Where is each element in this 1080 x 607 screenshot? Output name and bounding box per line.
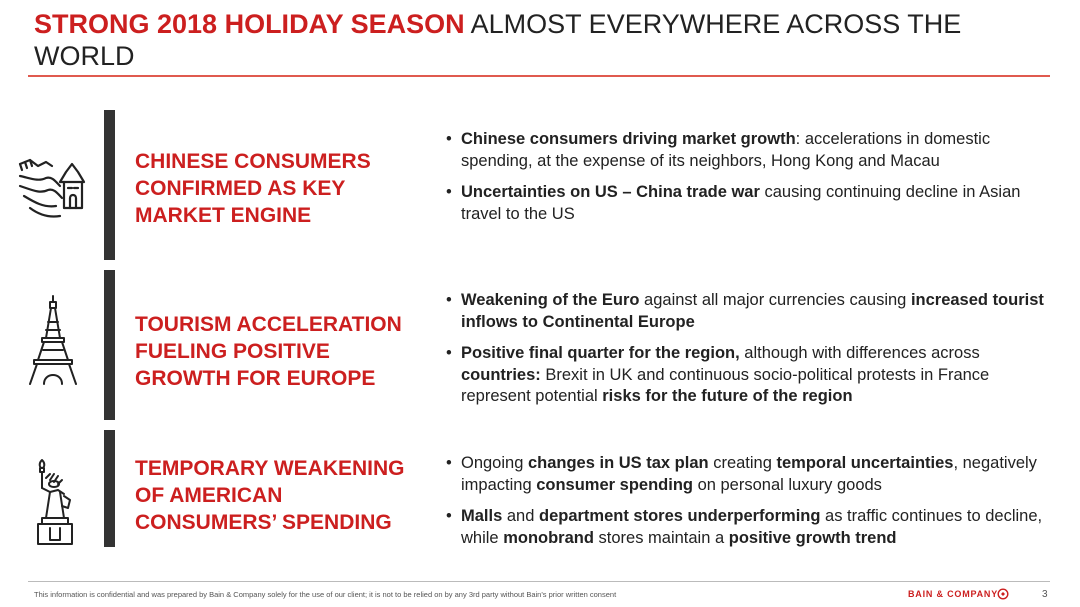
bullet-item: Chinese consumers driving market growth:… — [445, 129, 1045, 172]
bullet-text-bold: Uncertainties on US – China trade war — [461, 183, 760, 201]
page-title: STRONG 2018 HOLIDAY SEASON ALMOST EVERYW… — [34, 8, 1044, 72]
bullet-item: Ongoing changes in US tax plan creating … — [445, 453, 1045, 496]
bullet-list: Ongoing changes in US tax plan creating … — [445, 453, 1045, 559]
section-bar — [104, 110, 115, 260]
section-heading: TOURISM ACCELERATION FUELING POSITIVE GR… — [135, 313, 402, 390]
section-bar — [104, 270, 115, 420]
title-rest: ALMOST EVERYWHERE ACROSS THE WORLD — [34, 9, 962, 71]
bullet-text-bold: Chinese consumers driving market growth — [461, 130, 796, 148]
footer-divider — [28, 581, 1050, 582]
bullet-text: , negatively impacting — [461, 454, 1037, 494]
bullet-text-bold: temporal uncertainties — [776, 454, 954, 472]
bullet-item: Malls and department stores underperform… — [445, 506, 1045, 549]
bullet-text: Brexit in UK and continuous socio-politi… — [461, 365, 990, 406]
title-highlight: STRONG 2018 HOLIDAY SEASON — [34, 9, 465, 39]
bullet-text: on personal luxury goods — [692, 475, 882, 494]
bullet-text-bold: Positive final quarter for the region, — [461, 344, 740, 362]
bullet-item: Positive final quarter for the region, a… — [445, 343, 1045, 408]
bullet-text: and — [502, 507, 539, 525]
page-number: 3 — [1042, 589, 1048, 600]
section-bar — [104, 430, 115, 547]
bullet-text: against all major currencies causing — [639, 291, 911, 309]
bullet-text: stores maintain a — [593, 528, 729, 547]
confidentiality-note: This information is confidential and was… — [34, 590, 617, 599]
bullet-text: Ongoing — [461, 454, 528, 472]
bullet-item: Weakening of the Euro against all major … — [445, 290, 1045, 333]
title-divider — [28, 75, 1050, 77]
bullet-text: causing continuing decline in Asian trav… — [461, 183, 1021, 223]
great-wall-icon — [16, 156, 92, 240]
statue-of-liberty-icon — [16, 458, 92, 545]
bullet-list: Weakening of the Euro against all major … — [445, 290, 1045, 418]
section-heading: TEMPORARY WEAKENING OF AMERICAN CONSUMER… — [135, 457, 405, 534]
bullet-text: creating — [708, 454, 777, 472]
bullet-text-bold: positive growth trend — [728, 528, 897, 547]
brand-name: BAIN & COMPANY — [908, 589, 999, 599]
bullet-text-bold: consumer spending — [536, 475, 693, 494]
bullet-text-bold: countries: — [461, 365, 541, 384]
bullet-list: Chinese consumers driving market growth:… — [445, 129, 1045, 235]
bullet-text: as traffic continues to decline, while — [461, 507, 1043, 547]
bain-logo-icon — [997, 587, 1009, 600]
section-heading: CHINESE CONSUMERS CONFIRMED AS KEY MARKE… — [135, 150, 371, 227]
bullet-text-bold: department stores underperforming — [538, 507, 821, 525]
bullet-text-bold: Malls — [461, 507, 503, 525]
bullet-text-bold: monobrand — [503, 528, 594, 547]
bullet-item: Uncertainties on US – China trade war ca… — [445, 182, 1045, 225]
bullet-text: : accelerations in domestic spending, at… — [461, 130, 991, 170]
bullet-text: although with differences across — [739, 344, 980, 362]
bullet-text-bold: risks for the future of the region — [602, 387, 853, 405]
bullet-text-bold: increased tourist inflows to Continental… — [461, 291, 1044, 331]
bullet-text-bold: Weakening of the Euro — [461, 291, 640, 309]
bullet-text-bold: changes in US tax plan — [527, 454, 709, 472]
eiffel-tower-icon — [16, 294, 92, 385]
